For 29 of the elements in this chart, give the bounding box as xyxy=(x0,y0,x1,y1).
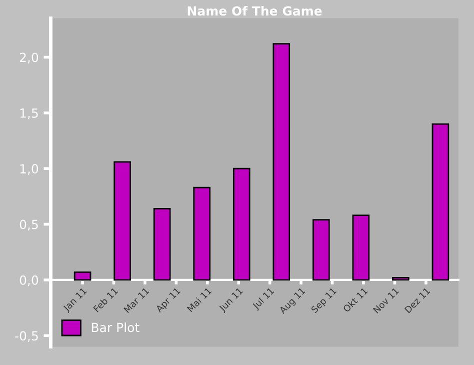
bar xyxy=(153,208,171,281)
bar xyxy=(432,123,450,281)
chart-title: Name Of The Game xyxy=(188,6,322,16)
bar xyxy=(312,219,330,281)
annotation: Sep 11 xyxy=(310,287,338,315)
y-tick-label: 1,0 xyxy=(20,164,38,175)
y-tick-label: 0,5 xyxy=(20,220,38,230)
annotation: Jun 11 xyxy=(218,287,244,314)
y-tick-label: 1,5 xyxy=(20,108,38,120)
bar xyxy=(352,214,370,281)
bar xyxy=(74,271,92,281)
annotation: Jul 11 xyxy=(252,287,276,311)
annotation: Dez 11 xyxy=(404,287,430,314)
annotation: Jan 11 xyxy=(62,287,88,314)
annotation: Mar 11 xyxy=(124,287,150,314)
bar xyxy=(272,43,290,281)
bar xyxy=(232,168,250,281)
y-tick-label: 0,0 xyxy=(20,275,38,286)
y-tick-label: -0,5 xyxy=(15,331,38,342)
legend-label: Bar Plot xyxy=(92,322,140,332)
annotation: Okt 11 xyxy=(342,287,368,313)
annotation: Mai 11 xyxy=(186,287,212,312)
annotation: Nov 11 xyxy=(372,287,400,314)
bar xyxy=(114,161,131,281)
annotation: Apr 11 xyxy=(155,287,182,314)
y-tick-label: 2,0 xyxy=(20,52,38,64)
bar xyxy=(193,186,210,281)
bar xyxy=(392,277,410,281)
annotation: Feb 11 xyxy=(92,287,118,312)
